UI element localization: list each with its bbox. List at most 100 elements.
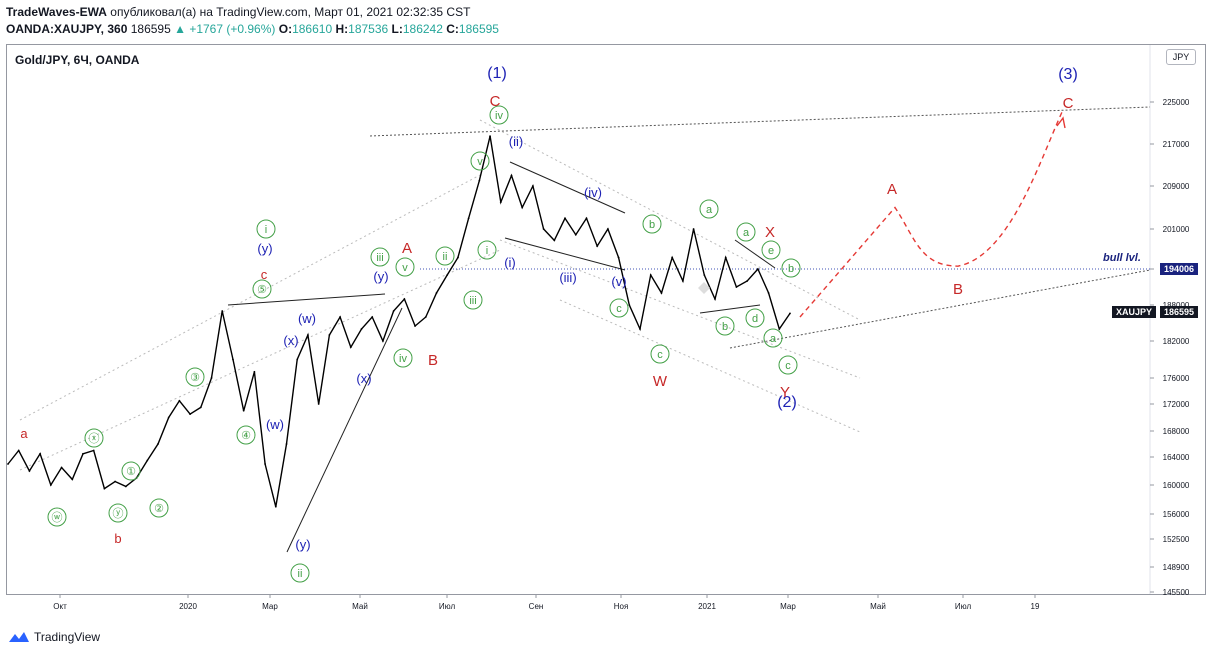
forecast-arrow-icon bbox=[1056, 116, 1066, 129]
red-wave-label: c bbox=[261, 267, 268, 282]
tradingview-logo-icon[interactable] bbox=[8, 630, 30, 644]
price-point bbox=[146, 459, 149, 462]
green-wave-circle bbox=[699, 199, 719, 219]
price-point bbox=[82, 452, 84, 455]
price-point bbox=[253, 370, 256, 373]
low-value: 186242 bbox=[402, 22, 443, 36]
green-wave-label: c bbox=[657, 349, 663, 361]
blue-wave-label: (iii) bbox=[559, 270, 576, 285]
price-point bbox=[778, 328, 781, 330]
green-wave-label: ② bbox=[154, 503, 164, 515]
price-point bbox=[553, 239, 556, 242]
price-point bbox=[596, 245, 599, 248]
y-tick-label: 182000 bbox=[1163, 337, 1190, 346]
green-wave-circle bbox=[609, 298, 629, 318]
price-point bbox=[489, 135, 491, 138]
red-wave-label: C bbox=[1063, 95, 1074, 112]
green-wave-label: iii bbox=[376, 252, 383, 264]
currency-button[interactable]: JPY bbox=[1166, 49, 1196, 65]
green-wave-circle bbox=[761, 240, 781, 260]
price-point bbox=[189, 413, 192, 416]
price-point bbox=[285, 443, 288, 445]
blue-wave-label: (y) bbox=[373, 269, 388, 284]
price-point bbox=[467, 217, 470, 220]
green-wave-label: ii bbox=[443, 251, 448, 263]
green-wave-label: v bbox=[402, 262, 408, 274]
green-wave-circle bbox=[736, 222, 756, 242]
rising-channel-upper bbox=[19, 174, 481, 421]
x-wave-line bbox=[734, 239, 776, 269]
price-point bbox=[339, 316, 341, 318]
chart-title: Gold/JPY, 6Ч, OANDA bbox=[15, 53, 140, 67]
footer-brand[interactable]: TradingView bbox=[34, 630, 101, 644]
upper-trendline bbox=[369, 106, 1151, 137]
price-point bbox=[296, 358, 299, 361]
blue-wave-label: (x) bbox=[283, 333, 298, 348]
red-wave-label: A bbox=[402, 240, 412, 257]
green-wave-circle bbox=[470, 151, 490, 171]
green-wave-label: i bbox=[265, 224, 267, 236]
green-wave-circle bbox=[745, 308, 765, 328]
price-series-line bbox=[7, 135, 791, 507]
rising-channel-lower bbox=[19, 249, 501, 471]
green-wave-circle bbox=[393, 348, 413, 368]
green-wave-circle bbox=[715, 316, 735, 336]
green-wave-label: a bbox=[706, 204, 713, 216]
price-point bbox=[703, 274, 706, 276]
price-point bbox=[221, 310, 224, 312]
price-point bbox=[210, 377, 213, 379]
price-point bbox=[639, 328, 641, 330]
green-wave-circle bbox=[642, 214, 662, 234]
falling-channel-mid bbox=[499, 239, 861, 379]
open-label: O: bbox=[278, 22, 293, 36]
wave-ii-support-line bbox=[286, 307, 403, 553]
price-point bbox=[403, 298, 406, 300]
green-wave-circle bbox=[463, 290, 483, 310]
blue-wave-label: (w) bbox=[266, 417, 284, 432]
blue-wave-label: (v) bbox=[611, 274, 626, 289]
green-wave-circle bbox=[435, 246, 455, 266]
x-tick-label: Май bbox=[870, 602, 886, 611]
blue-wave-label: (x) bbox=[356, 371, 371, 386]
x-tick-label: Июл bbox=[439, 602, 456, 611]
x-tick-label: Ноя bbox=[614, 602, 629, 611]
bull-level-label: bull lvl. bbox=[1103, 252, 1141, 264]
x-tick-label: Окт bbox=[53, 602, 67, 611]
green-wave-label: c bbox=[616, 303, 622, 315]
red-wave-label: X bbox=[765, 224, 775, 241]
red-wave-label: B bbox=[428, 352, 438, 369]
price-point bbox=[628, 304, 631, 306]
blue-wave-label: (iv) bbox=[584, 185, 602, 200]
blue-wave-label: (2) bbox=[777, 394, 797, 411]
price-point bbox=[167, 416, 170, 419]
x-tick-label: Июл bbox=[955, 602, 972, 611]
green-wave-circle bbox=[121, 461, 141, 481]
red-wave-label: C bbox=[490, 93, 501, 110]
bull-level-tag: 194006 bbox=[1160, 263, 1199, 275]
price-change: ▲ +1767 (+0.96%) bbox=[174, 22, 276, 36]
green-wave-label: ii bbox=[298, 568, 303, 580]
author-name[interactable]: TradeWaves-EWA bbox=[6, 5, 107, 19]
price-point bbox=[681, 280, 684, 282]
price-point bbox=[328, 334, 331, 336]
wedge-top-line bbox=[509, 161, 626, 214]
green-wave-circle bbox=[650, 344, 670, 364]
y-tick-label: 156000 bbox=[1163, 510, 1190, 519]
falling-channel-lower bbox=[559, 299, 861, 433]
green-wave-circle bbox=[108, 503, 128, 523]
green-wave-label: iii bbox=[469, 295, 476, 307]
green-wave-circle bbox=[778, 355, 798, 375]
y-tick-label: 217000 bbox=[1163, 140, 1190, 149]
red-wave-label: A bbox=[887, 181, 897, 198]
price-point bbox=[114, 480, 117, 483]
high-value: 187536 bbox=[348, 22, 389, 36]
green-wave-circle bbox=[370, 247, 390, 267]
price-point bbox=[714, 298, 716, 300]
price-point bbox=[767, 292, 770, 294]
y-tick-label: 201000 bbox=[1163, 225, 1190, 234]
chart-frame bbox=[6, 44, 1206, 595]
price-point bbox=[382, 340, 384, 342]
last-price-tag: 186595 bbox=[1160, 306, 1199, 318]
y-tick-label: 168000 bbox=[1163, 427, 1190, 436]
